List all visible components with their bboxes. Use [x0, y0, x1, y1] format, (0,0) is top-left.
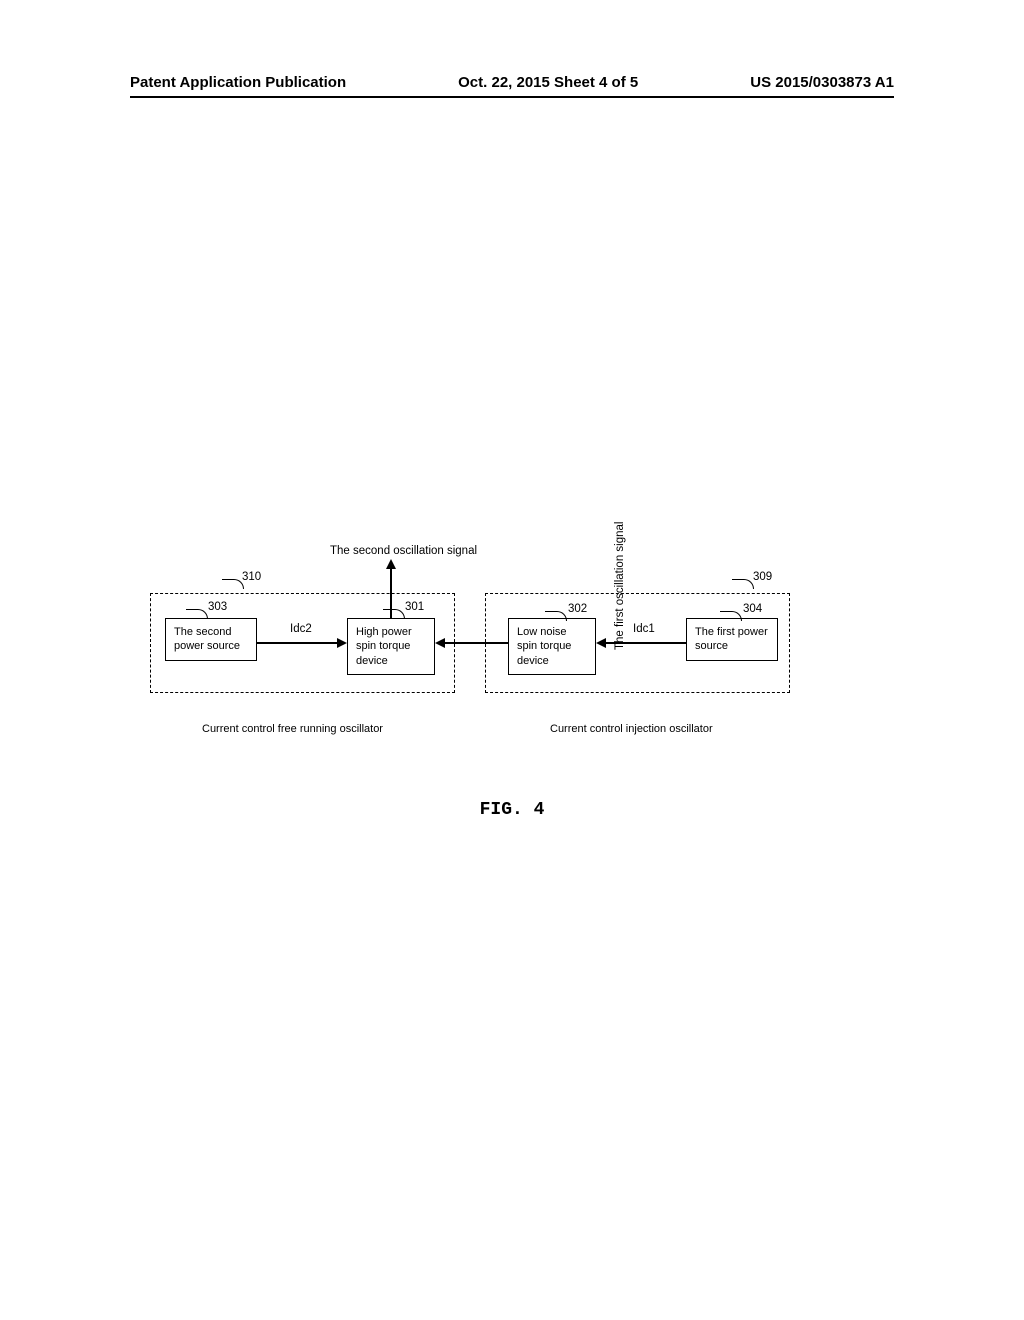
header-left: Patent Application Publication [130, 74, 346, 91]
arrow-second-osc-line [390, 569, 392, 618]
ref-309: 309 [753, 571, 772, 583]
arrow-second-osc-head [386, 559, 396, 569]
block-diagram: The second oscillation signal The first … [150, 545, 890, 775]
arrow-idc2-line [257, 642, 337, 644]
ref-302: 302 [568, 603, 587, 615]
ref-303: 303 [208, 601, 227, 613]
arrow-idc2-head [337, 638, 347, 648]
header-divider [130, 96, 894, 98]
ref-310: 310 [242, 571, 261, 583]
patent-page: Patent Application Publication Oct. 22, … [0, 0, 1024, 1320]
caption-injection: Current control injection oscillator [550, 723, 713, 735]
second-oscillation-signal-label: The second oscillation signal [330, 545, 477, 557]
ref-301: 301 [405, 601, 424, 613]
arrow-idc1-line [606, 642, 686, 644]
high-power-spin-torque-box: High power spin torque device [347, 618, 435, 675]
page-header: Patent Application Publication Oct. 22, … [130, 74, 894, 91]
header-right: US 2015/0303873 A1 [750, 74, 894, 91]
first-power-source-box: The first power source [686, 618, 778, 661]
low-noise-spin-torque-box: Low noise spin torque device [508, 618, 596, 675]
idc1-label: Idc1 [633, 623, 655, 635]
arrow-idc1-head [596, 638, 606, 648]
ref-304: 304 [743, 603, 762, 615]
leader-310 [222, 579, 244, 589]
figure-label: FIG. 4 [0, 800, 1024, 820]
leader-309 [732, 579, 754, 589]
arrow-first-osc-head [435, 638, 445, 648]
caption-free-running: Current control free running oscillator [202, 723, 383, 735]
header-center: Oct. 22, 2015 Sheet 4 of 5 [458, 74, 638, 91]
second-power-source-box: The second power source [165, 618, 257, 661]
arrow-first-osc-line [445, 642, 508, 644]
idc2-label: Idc2 [290, 623, 312, 635]
